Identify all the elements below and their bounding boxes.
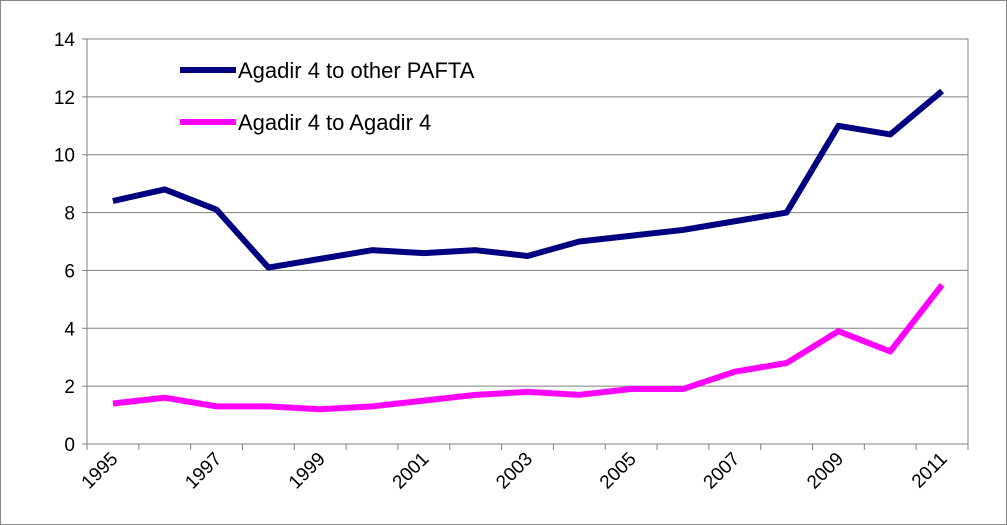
y-tick-label: 2 xyxy=(64,377,75,398)
series-line xyxy=(112,283,945,413)
plot-area xyxy=(86,38,969,445)
y-tick-label: 4 xyxy=(64,319,75,340)
y-tick-label: 12 xyxy=(54,88,75,109)
y-tick-label: 14 xyxy=(54,30,76,51)
series-line xyxy=(112,88,945,271)
y-tick-label: 10 xyxy=(54,146,75,167)
legend-label: Agadir 4 to other PAFTA xyxy=(238,58,475,83)
y-tick-label: 0 xyxy=(64,435,75,456)
y-tick-label: 6 xyxy=(64,261,75,282)
y-tick-label: 8 xyxy=(64,204,75,225)
legend-label: Agadir 4 to Agadir 4 xyxy=(238,110,431,135)
